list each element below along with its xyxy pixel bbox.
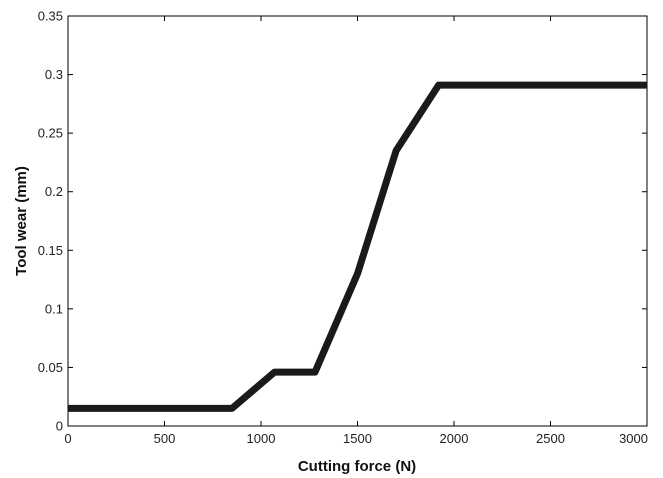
series-line (68, 81, 647, 412)
x-tick-label: 2500 (536, 431, 565, 446)
y-tick-label: 0.1 (45, 301, 63, 316)
y-tick-label: 0.3 (45, 67, 63, 82)
y-axis-title: Tool wear (mm) (13, 166, 30, 276)
x-tick-label: 1000 (247, 431, 276, 446)
y-tick-label: 0.35 (38, 9, 63, 24)
plot-area (67, 15, 648, 427)
x-axis-ticks: 0 500 1000 1500 2000 2500 3000 (64, 16, 648, 446)
x-tick-label: 1500 (343, 431, 372, 446)
y-tick-label: 0.15 (38, 243, 63, 258)
y-tick-label: 0.05 (38, 360, 63, 375)
y-tick-label: 0.2 (45, 184, 63, 199)
y-axis-ticks: 0 0.05 0.1 0.15 0.2 0.25 0.3 0.35 (38, 9, 647, 434)
x-tick-label: 3000 (619, 431, 648, 446)
y-tick-label: 0 (56, 419, 63, 434)
x-tick-label: 2000 (440, 431, 469, 446)
x-tick-label: 0 (64, 431, 71, 446)
x-axis-title: Cutting force (N) (298, 458, 416, 475)
x-tick-label: 500 (154, 431, 176, 446)
y-tick-label: 0.25 (38, 126, 63, 141)
